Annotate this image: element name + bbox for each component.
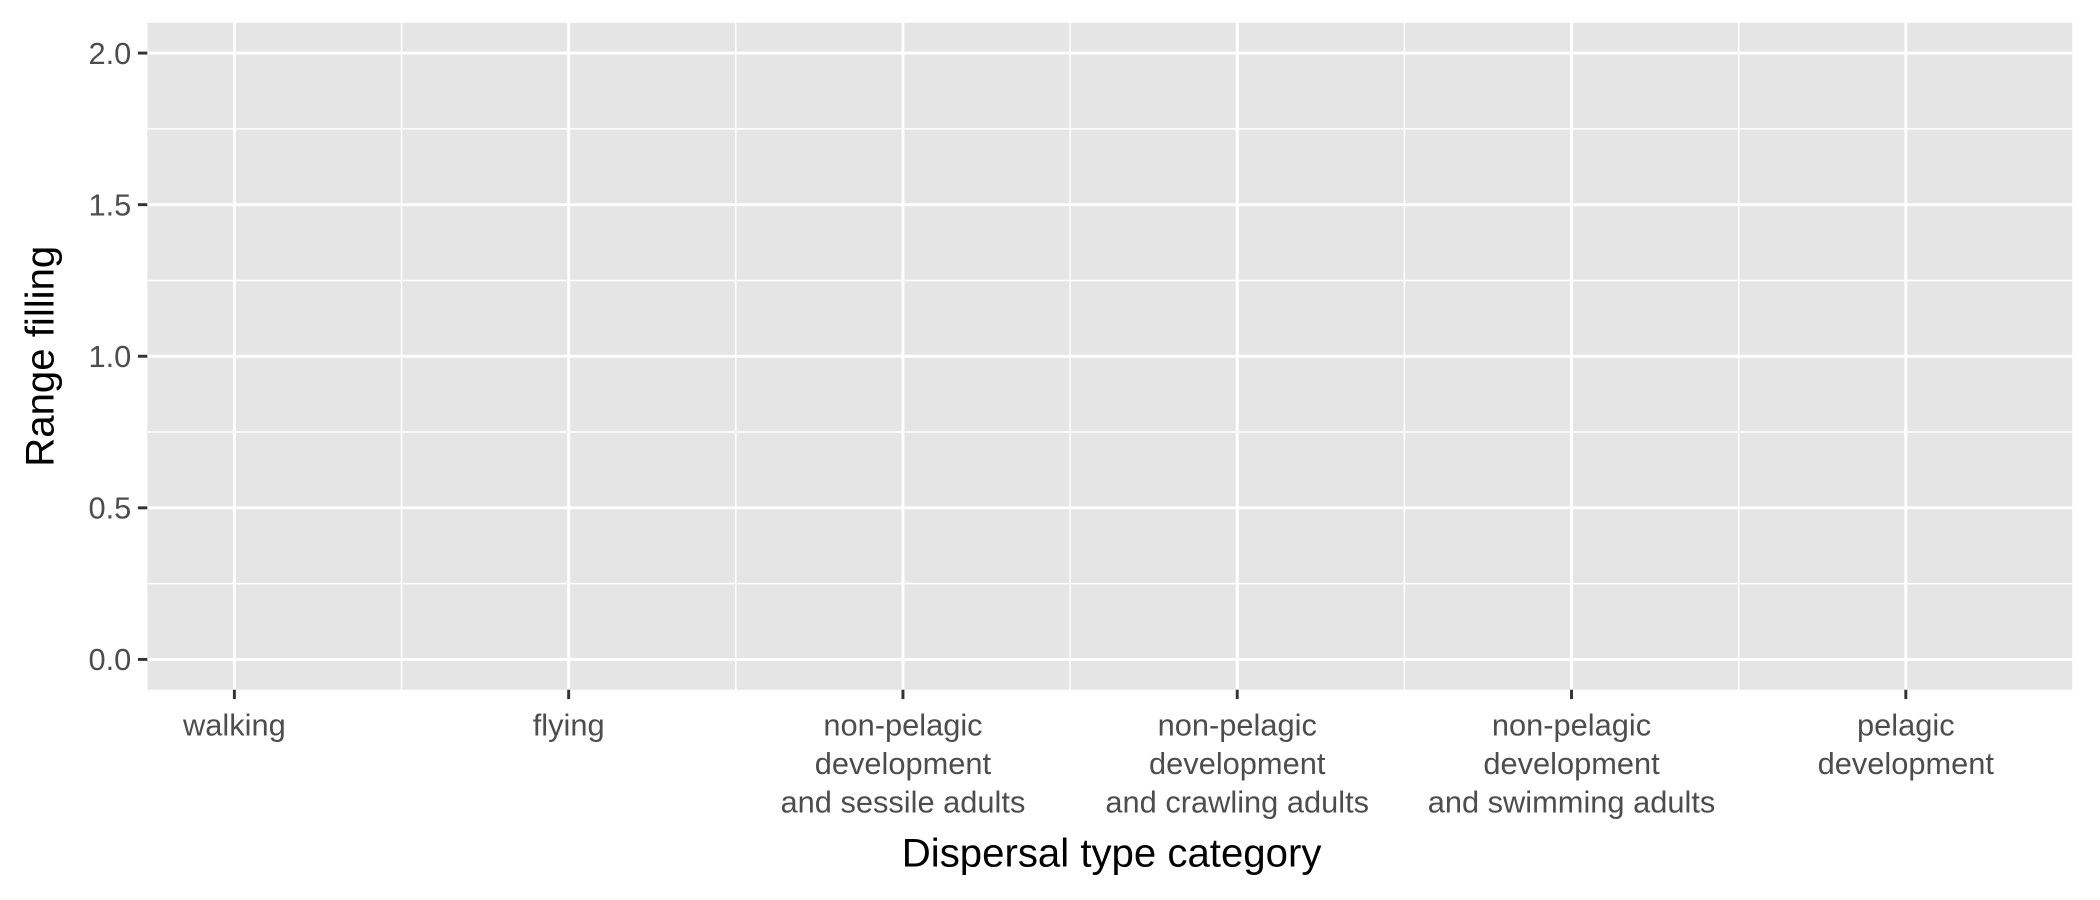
y-tick-label: 0.0 [88, 642, 131, 677]
y-tick-label: 2.0 [88, 36, 131, 71]
x-tick-label: walking [182, 707, 286, 742]
x-tick-label: pelagic development [1818, 707, 1995, 781]
x-tick-label: non-pelagic development and crawling adult… [1105, 707, 1369, 819]
y-tick-label: 1.5 [88, 187, 131, 222]
x-tick-label: non-pelagic development and sessile adults [781, 707, 1026, 819]
x-tick-label: flying [533, 707, 605, 742]
x-tick-label: non-pelagic development and swimming adult… [1428, 707, 1716, 819]
x-axis-title: Dispersal type category [902, 831, 1322, 876]
y-axis-title: Range filling [18, 246, 63, 467]
y-tick-label: 1.0 [88, 339, 131, 374]
y-tick-label: 0.5 [88, 491, 131, 526]
